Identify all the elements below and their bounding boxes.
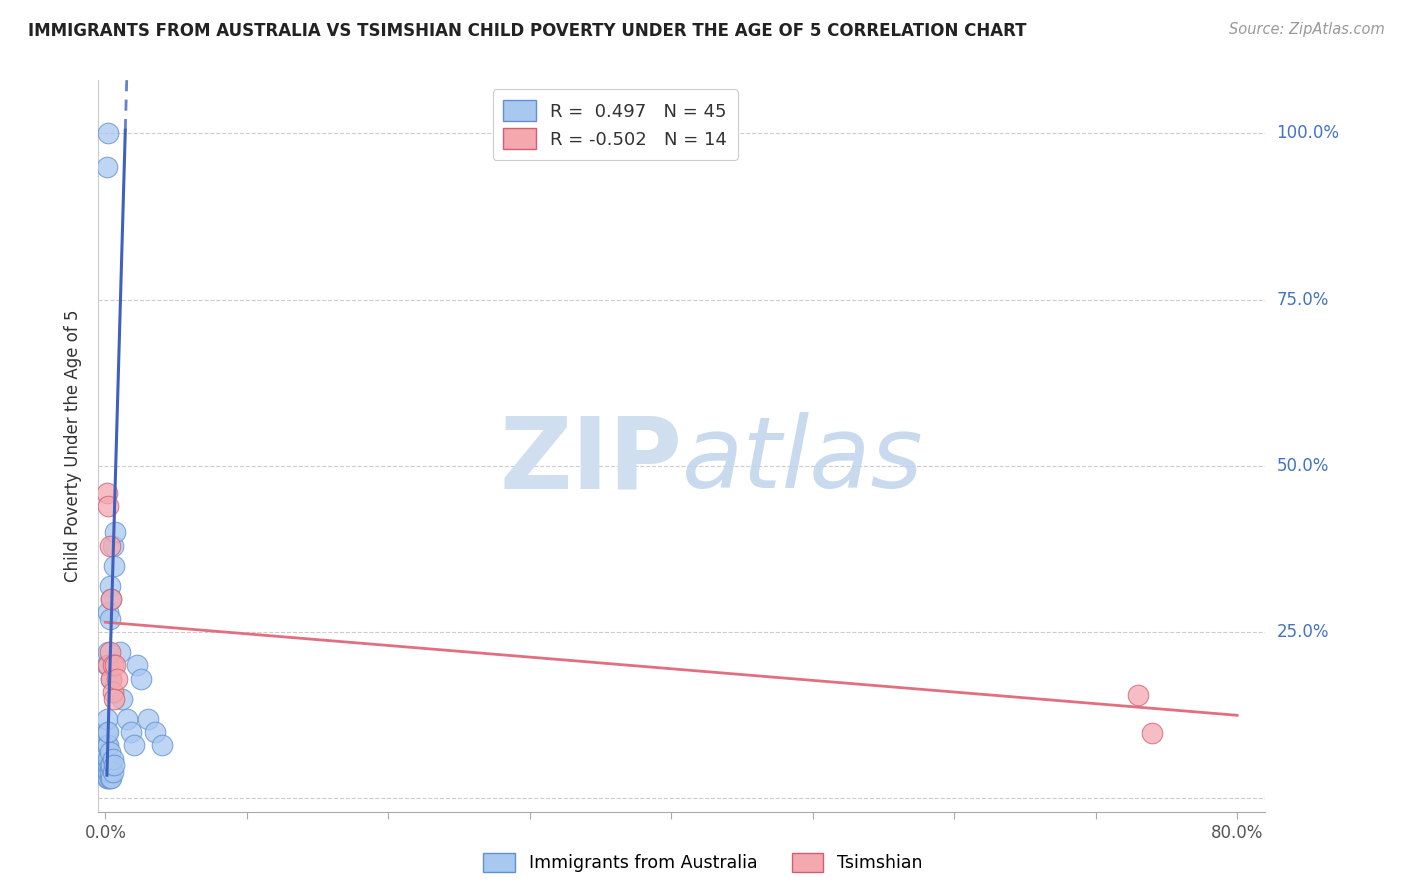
Y-axis label: Child Poverty Under the Age of 5: Child Poverty Under the Age of 5 bbox=[65, 310, 83, 582]
Point bbox=[98, 745, 121, 759]
Point bbox=[96, 485, 118, 500]
Point bbox=[96, 738, 118, 752]
Point bbox=[97, 127, 120, 141]
Point bbox=[136, 712, 159, 726]
Point bbox=[143, 725, 166, 739]
Point bbox=[103, 691, 125, 706]
Point bbox=[98, 579, 121, 593]
Text: atlas: atlas bbox=[682, 412, 924, 509]
Point bbox=[115, 712, 138, 726]
Point bbox=[96, 745, 118, 759]
Point bbox=[97, 645, 120, 659]
Point bbox=[98, 772, 121, 786]
Legend: R =  0.497   N = 45, R = -0.502   N = 14: R = 0.497 N = 45, R = -0.502 N = 14 bbox=[492, 89, 738, 160]
Point bbox=[96, 764, 118, 779]
Point bbox=[100, 758, 122, 772]
Point bbox=[150, 738, 173, 752]
Point bbox=[101, 685, 124, 699]
Point bbox=[103, 558, 125, 573]
Point bbox=[101, 539, 124, 553]
Point bbox=[96, 772, 118, 786]
Point bbox=[97, 658, 120, 673]
Point bbox=[98, 645, 121, 659]
Point bbox=[100, 672, 122, 686]
Point bbox=[104, 525, 127, 540]
Point bbox=[104, 658, 127, 673]
Point bbox=[97, 772, 120, 786]
Point bbox=[100, 672, 122, 686]
Point bbox=[98, 612, 121, 626]
Point bbox=[96, 725, 118, 739]
Text: 75.0%: 75.0% bbox=[1277, 291, 1329, 309]
Point bbox=[97, 605, 120, 619]
Point bbox=[122, 738, 145, 752]
Point bbox=[97, 738, 120, 752]
Point bbox=[101, 764, 124, 779]
Point bbox=[105, 672, 128, 686]
Point bbox=[97, 499, 120, 513]
Text: ZIP: ZIP bbox=[499, 412, 682, 509]
Point bbox=[103, 758, 125, 772]
Point bbox=[100, 591, 122, 606]
Point bbox=[96, 160, 118, 174]
Point bbox=[100, 772, 122, 786]
Point bbox=[97, 725, 120, 739]
Point bbox=[111, 691, 134, 706]
Point bbox=[125, 658, 148, 673]
Point bbox=[101, 751, 124, 765]
Point bbox=[96, 751, 118, 765]
Point bbox=[1126, 689, 1149, 703]
Point bbox=[98, 758, 121, 772]
Point bbox=[129, 672, 152, 686]
Point bbox=[96, 758, 118, 772]
Point bbox=[98, 539, 121, 553]
Point bbox=[100, 591, 122, 606]
Text: 25.0%: 25.0% bbox=[1277, 624, 1329, 641]
Point bbox=[98, 764, 121, 779]
Text: 50.0%: 50.0% bbox=[1277, 457, 1329, 475]
Point bbox=[108, 645, 131, 659]
Point bbox=[96, 658, 118, 673]
Point bbox=[97, 758, 120, 772]
Point bbox=[96, 712, 118, 726]
Point bbox=[97, 764, 120, 779]
Legend: Immigrants from Australia, Tsimshian: Immigrants from Australia, Tsimshian bbox=[477, 846, 929, 879]
Point bbox=[120, 725, 142, 739]
Text: 100.0%: 100.0% bbox=[1277, 125, 1340, 143]
Text: Source: ZipAtlas.com: Source: ZipAtlas.com bbox=[1229, 22, 1385, 37]
Text: IMMIGRANTS FROM AUSTRALIA VS TSIMSHIAN CHILD POVERTY UNDER THE AGE OF 5 CORRELAT: IMMIGRANTS FROM AUSTRALIA VS TSIMSHIAN C… bbox=[28, 22, 1026, 40]
Point bbox=[101, 658, 124, 673]
Point bbox=[97, 751, 120, 765]
Point bbox=[1142, 726, 1164, 740]
